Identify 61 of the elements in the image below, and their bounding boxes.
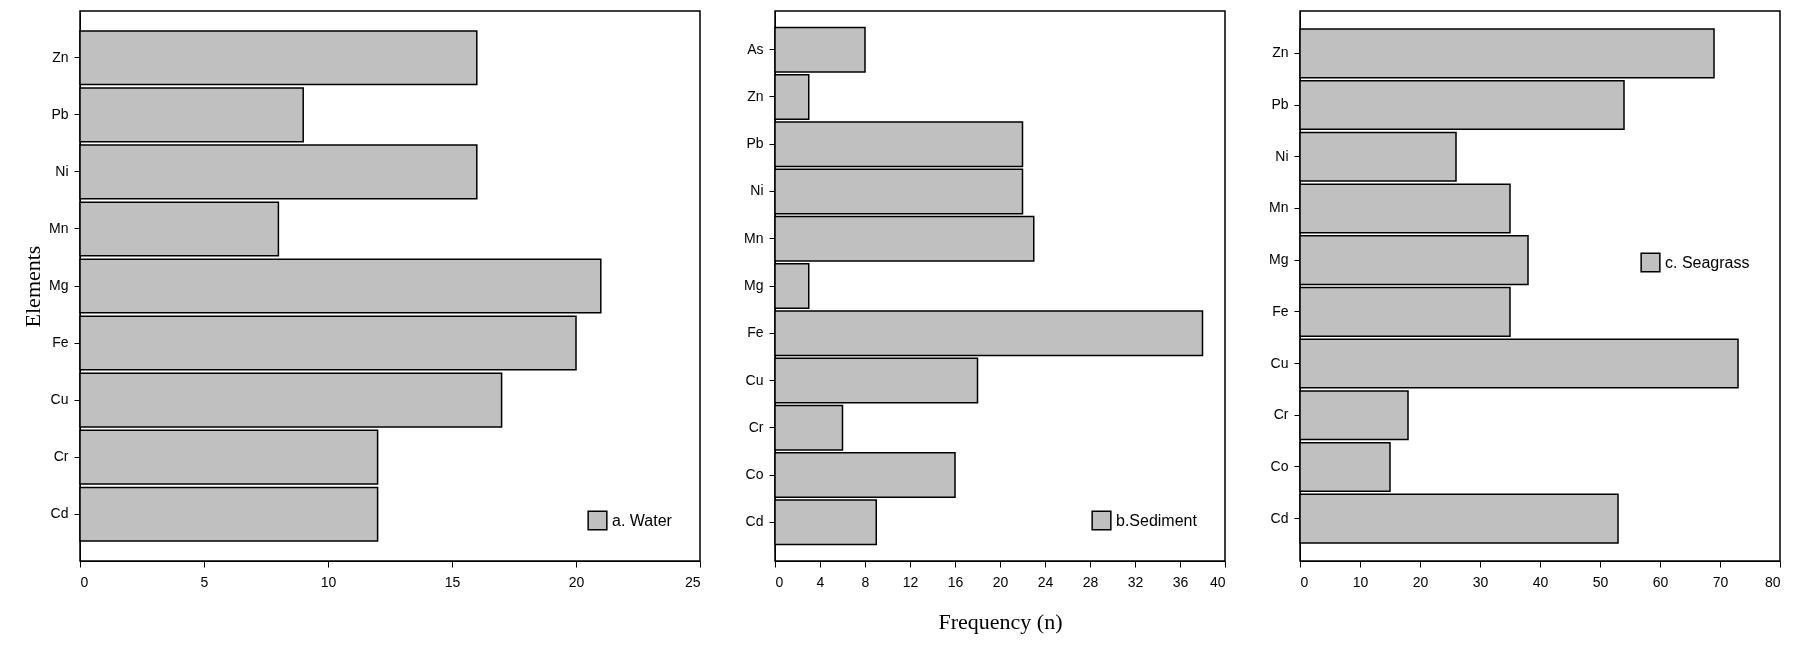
y-tick-label: Cu [745,371,764,388]
y-tick-label: As [747,40,764,57]
y-tick-label: Mg [49,277,69,293]
x-tick-label: 15 [444,573,461,590]
y-tick-label: Cr [748,418,764,435]
y-tick-label: Ni [750,182,764,199]
x-tick-label: 0 [775,573,784,590]
y-tick-label: Mg [1269,251,1289,268]
x-tick-label: 80 [1764,573,1781,590]
y-axis-title: Elements [20,245,46,328]
x-tick-label: 4 [816,573,825,590]
y-tick-label: Mg [744,277,764,293]
x-tick-label: 50 [1592,573,1609,590]
y-tick-label: Cu [1270,354,1289,371]
y-tick-label: Fe [1272,302,1289,319]
y-tick-label: Pb [51,105,69,122]
x-tick-label: 8 [861,573,870,590]
y-tick-label: Fe [747,324,764,341]
legend-label: b.Sediment [1116,511,1198,529]
y-tick-label: Cd [50,505,69,522]
x-tick-label: 12 [902,573,919,590]
x-axis-title: Frequency (n) [938,608,1063,634]
y-tick-label: Zn [1272,44,1289,61]
y-tick-label: Co [745,466,764,482]
x-tick-label: 60 [1652,573,1669,590]
y-tick-label: Ni [1275,147,1289,164]
y-tick-label: Fe [52,334,69,351]
x-tick-label: 20 [992,573,1009,590]
x-tick-label: 70 [1712,573,1729,590]
x-tick-label: 20 [568,573,585,590]
y-tick-label: Pb [1271,96,1289,113]
legend-label: c. Seagrass [1665,253,1750,271]
x-tick-label: 0 [80,573,89,590]
x-tick-label: 10 [1352,573,1369,590]
y-tick-label: Cr [1273,406,1289,423]
y-tick-label: Mn [744,229,764,246]
y-tick-label: Mn [49,219,69,236]
x-tick-label: 10 [320,573,337,590]
legend-label: a. Water [612,511,673,529]
y-tick-label: Cd [745,513,764,530]
y-tick-label: Zn [747,88,764,104]
y-tick-label: Pb [746,135,764,152]
y-tick-label: Zn [52,48,69,65]
y-tick-label: Ni [55,162,69,179]
x-tick-label: 40 [1209,573,1226,590]
x-tick-label: 20 [1412,573,1429,590]
y-tick-label: Cd [1270,509,1289,526]
x-tick-label: 30 [1472,573,1489,590]
x-tick-label: 28 [1082,573,1099,590]
x-tick-label: 40 [1532,573,1549,590]
x-tick-label: 25 [684,573,701,590]
y-tick-label: Co [1270,457,1289,474]
x-tick-label: 36 [1172,573,1189,590]
y-tick-label: Cr [53,448,69,465]
x-tick-label: 32 [1127,573,1144,590]
x-tick-label: 16 [947,573,964,590]
y-tick-label: Mn [1269,199,1289,216]
x-tick-label: 5 [200,573,209,590]
x-tick-label: 24 [1037,573,1054,590]
y-tick-label: Cu [50,391,69,408]
x-tick-label: 0 [1300,573,1309,590]
